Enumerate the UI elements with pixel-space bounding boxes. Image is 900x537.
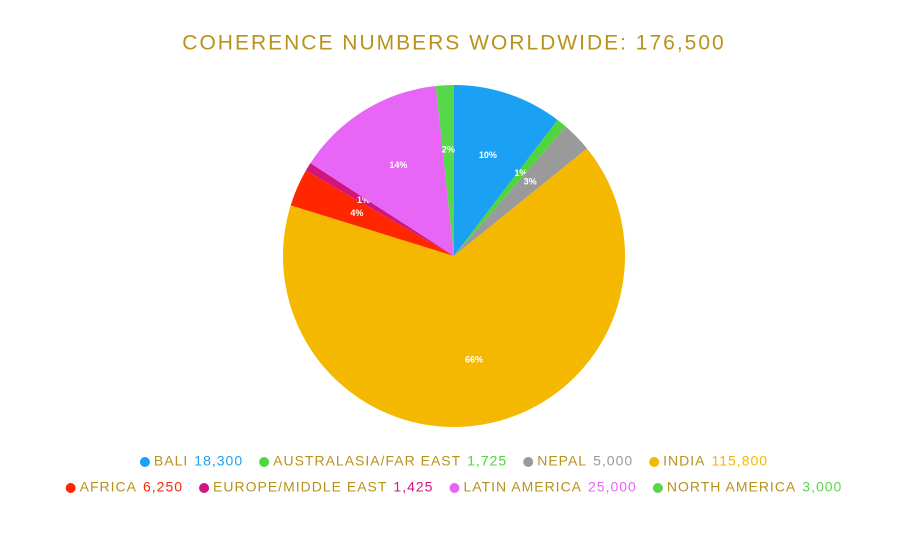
legend-row: BALI 18,300 AUSTRALASIA/FAR EAST 1,725 NEPAL… [139, 453, 768, 469]
legend-label: LATIN AMERICA [463, 479, 582, 495]
pie-slice [454, 126, 587, 256]
legend-label: BALI [154, 453, 188, 469]
pie: 10%1%3%66%4%1%14%2% [282, 85, 625, 428]
percent-label: 1% [357, 195, 370, 205]
chart-title: COHERENCE NUMBERS WORLDWIDE: 176,500 [182, 32, 725, 55]
legend-marker [259, 457, 270, 467]
legend-marker [449, 483, 460, 493]
legend-row: AFRICA 6,250 EUROPE/MIDDLE EAST 1,425 LATIN … [65, 479, 842, 495]
pie-slice [310, 85, 454, 256]
percent-label: 1% [514, 168, 527, 178]
legend-value: 25,000 [588, 479, 637, 495]
legend-value: 5,000 [593, 453, 633, 469]
pie-slice [282, 148, 625, 428]
legend-label: AUSTRALASIA/FAR EAST [273, 453, 461, 469]
legend-value: 1,725 [467, 453, 507, 469]
pie-slice [305, 163, 454, 256]
percent-label: 10% [479, 150, 497, 160]
legend-value: 1,425 [393, 479, 433, 495]
legend-value: 18,300 [194, 453, 243, 469]
legend-value: 115,800 [711, 453, 768, 469]
legend-marker [199, 483, 210, 493]
legend-label: NORTH AMERICA [667, 479, 796, 495]
legend-value: 6,250 [143, 479, 183, 495]
legend-label: NEPAL [537, 453, 587, 469]
percent-label: 4% [350, 208, 363, 218]
percent-label: 3% [524, 177, 537, 187]
legend-marker [652, 483, 663, 493]
legend-value: 3,000 [802, 479, 842, 495]
pie-slice [435, 85, 454, 256]
pie-slice [454, 120, 566, 256]
pie-slice [290, 170, 454, 256]
legend-label: INDIA [663, 453, 705, 469]
percent-label: 14% [389, 160, 407, 170]
legend-label: AFRICA [80, 479, 137, 495]
legend-marker [139, 457, 150, 467]
legend: BALI 18,300 AUSTRALASIA/FAR EAST 1,725 NEPAL… [65, 453, 842, 495]
percent-label: 66% [465, 354, 483, 364]
legend-marker [649, 457, 660, 467]
pie-slice [454, 85, 558, 256]
percent-label: 2% [442, 145, 455, 155]
legend-marker [65, 483, 76, 493]
legend-label: EUROPE/MIDDLE EAST [213, 479, 387, 495]
legend-marker [523, 457, 534, 467]
